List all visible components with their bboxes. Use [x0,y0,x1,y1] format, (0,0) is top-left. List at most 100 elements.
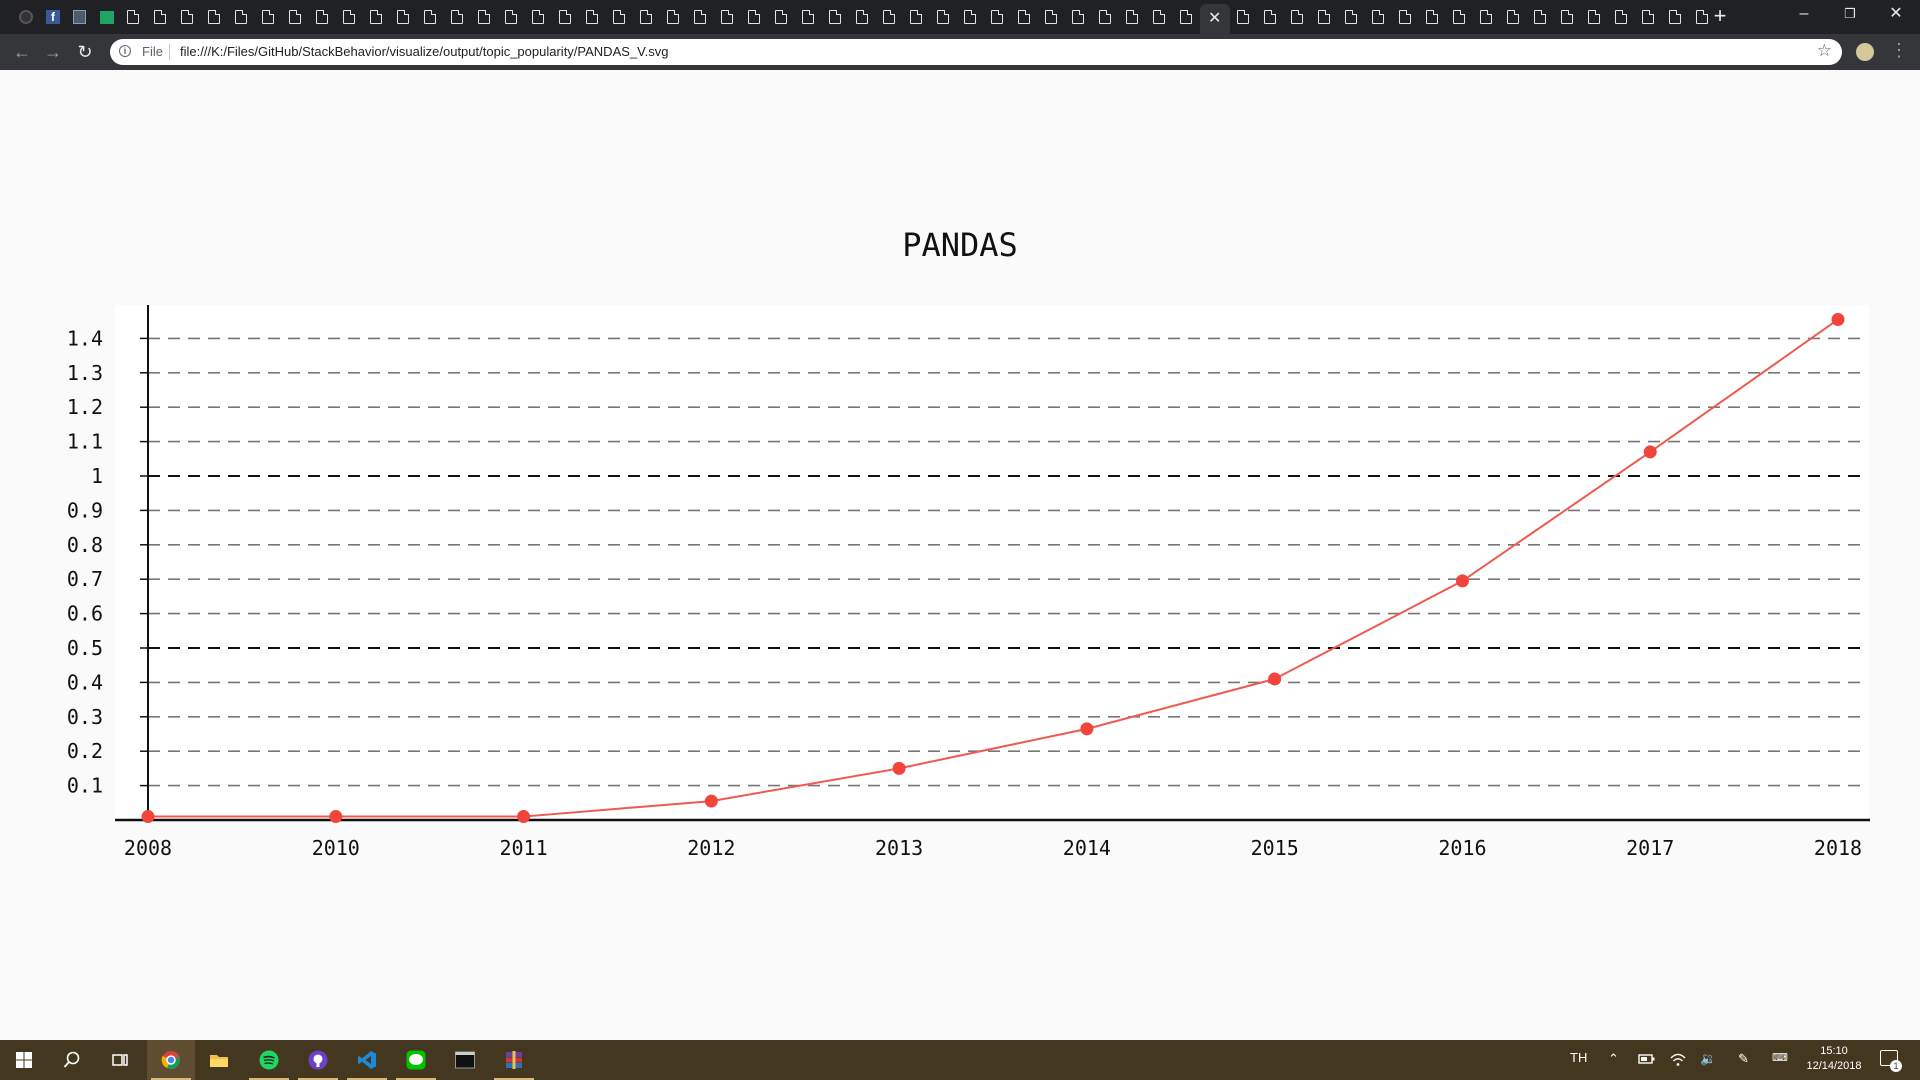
browser-tab[interactable] [1581,4,1608,30]
browser-tab[interactable] [1392,4,1419,30]
back-button[interactable]: ← [13,42,31,62]
line-taskbar-button[interactable] [392,1040,440,1080]
browser-tab[interactable] [1284,4,1311,30]
browser-tab[interactable] [471,4,498,30]
browser-tab[interactable] [1065,4,1092,30]
browser-tab[interactable] [1119,4,1146,30]
action-center-icon[interactable] [1880,1050,1898,1066]
reload-button[interactable]: ↻ [77,42,93,62]
browser-tab[interactable] [1230,4,1257,30]
task-view-button[interactable] [96,1040,144,1080]
browser-tab[interactable] [849,4,876,30]
file-explorer-taskbar-button[interactable] [195,1040,243,1080]
browser-tab[interactable] [957,4,984,30]
address-bar[interactable]: i File file:///K:/Files/GitHub/StackBeha… [110,39,1842,65]
plot-area [115,305,1870,820]
browser-tab[interactable] [741,4,768,30]
browser-tab[interactable] [498,4,525,30]
browser-tab[interactable] [66,4,93,30]
battery-icon[interactable] [1638,1052,1656,1066]
wifi-icon[interactable] [1670,1052,1686,1068]
browser-tab[interactable] [390,4,417,30]
browser-tab[interactable] [363,4,390,30]
browser-tab[interactable] [606,4,633,30]
windows-start-button[interactable] [0,1040,48,1080]
browser-tab[interactable] [930,4,957,30]
volume-icon[interactable]: 🔉 [1700,1051,1717,1066]
browser-menu-icon[interactable]: ⋮ [1890,40,1908,60]
browser-tab[interactable] [417,4,444,30]
browser-tab[interactable] [93,4,120,30]
browser-tab[interactable] [120,4,147,30]
browser-tab[interactable] [444,4,471,30]
browser-tab[interactable] [309,4,336,30]
browser-tab[interactable] [1554,4,1581,30]
browser-tab[interactable] [795,4,822,30]
tray-overflow-chevron-icon[interactable]: ⌃ [1608,1051,1619,1066]
browser-tab[interactable] [1473,4,1500,30]
pen-workspace-icon[interactable]: ✎ [1738,1051,1749,1066]
browser-tab[interactable] [1038,4,1065,30]
browser-tab[interactable] [633,4,660,30]
keyboard-layout-icon[interactable]: ⌨ [1772,1052,1788,1064]
browser-tab[interactable] [1689,4,1716,30]
browser-tab[interactable] [1092,4,1119,30]
new-tab-button[interactable]: + [1713,3,1727,28]
browser-tab[interactable]: f [39,4,66,30]
browser-tab[interactable] [228,4,255,30]
info-icon[interactable]: i [119,45,131,57]
winrar-taskbar-button[interactable] [490,1040,538,1080]
document-icon [1453,9,1466,24]
browser-tab[interactable] [822,4,849,30]
browser-tab[interactable] [1527,4,1554,30]
data-point [1831,312,1845,326]
browser-tab[interactable] [984,4,1011,30]
minimize-button[interactable]: – [1799,5,1809,22]
browser-tab[interactable] [1338,4,1365,30]
search-button[interactable] [48,1040,96,1080]
browser-tab[interactable] [1635,4,1662,30]
input-language-indicator[interactable]: TH [1570,1050,1588,1065]
browser-tab[interactable] [255,4,282,30]
browser-tab[interactable] [12,4,39,30]
browser-tab[interactable] [147,4,174,30]
restore-button[interactable]: ❐ [1844,6,1856,21]
browser-tab[interactable] [1146,4,1173,30]
browser-tab[interactable] [714,4,741,30]
browser-tab[interactable] [1173,4,1200,30]
url-text[interactable]: file:///K:/Files/GitHub/StackBehavior/vi… [180,44,669,59]
vscode-taskbar-button[interactable] [343,1040,391,1080]
browser-tab[interactable] [1011,4,1038,30]
browser-tab[interactable] [1446,4,1473,30]
browser-tab[interactable] [1419,4,1446,30]
browser-tab[interactable] [1500,4,1527,30]
bookmark-star-icon[interactable]: ☆ [1816,41,1832,60]
browser-tab[interactable] [1257,4,1284,30]
browser-tab[interactable] [687,4,714,30]
browser-tab[interactable] [876,4,903,30]
browser-tab[interactable] [660,4,687,30]
github-desktop-taskbar-button[interactable] [294,1040,342,1080]
chrome-taskbar-button[interactable] [147,1040,195,1080]
browser-tab[interactable] [525,4,552,30]
browser-tab[interactable] [1311,4,1338,30]
forward-button[interactable]: → [44,42,62,62]
browser-tab[interactable] [1662,4,1689,30]
browser-tab[interactable] [174,4,201,30]
browser-tab[interactable] [1365,4,1392,30]
browser-tab[interactable] [201,4,228,30]
close-window-button[interactable]: ✕ [1889,5,1903,22]
profile-avatar[interactable] [1856,43,1874,61]
browser-tab[interactable] [282,4,309,30]
spotify-taskbar-button[interactable] [245,1040,293,1080]
browser-tab[interactable] [579,4,606,30]
close-tab-icon[interactable]: ✕ [1208,10,1222,27]
terminal-taskbar-button[interactable] [441,1040,489,1080]
tab-active[interactable]: ✕ [1200,4,1230,34]
browser-tab[interactable] [768,4,795,30]
browser-tab[interactable] [1608,4,1635,30]
browser-tab[interactable] [336,4,363,30]
browser-tab[interactable] [903,4,930,30]
browser-tab[interactable] [552,4,579,30]
system-clock[interactable]: 15:10 12/14/2018 [1804,1044,1864,1074]
